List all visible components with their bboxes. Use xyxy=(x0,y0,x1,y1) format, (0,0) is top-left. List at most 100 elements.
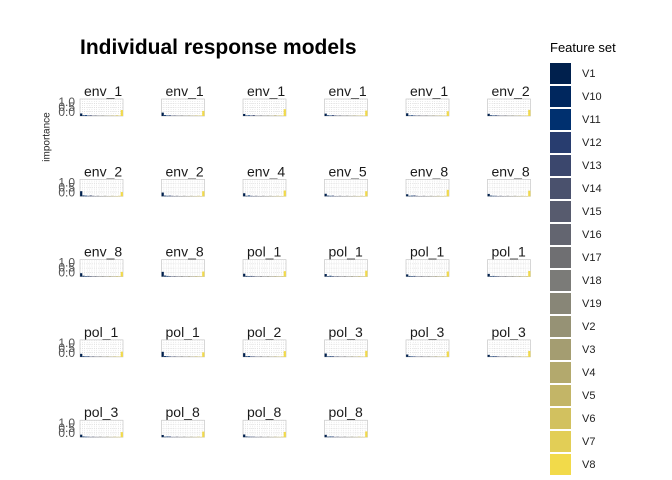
bar xyxy=(168,436,171,438)
bar xyxy=(437,195,440,197)
facet-panel: env_1 1.00.50.0 xyxy=(58,83,124,119)
bar xyxy=(202,191,205,197)
bar xyxy=(360,115,363,116)
chart-title: Individual response models xyxy=(80,36,357,59)
bar xyxy=(166,115,169,116)
legend-swatch xyxy=(550,293,571,314)
bar xyxy=(358,436,361,438)
bar xyxy=(406,194,409,197)
bar xyxy=(525,276,529,277)
legend-swatch xyxy=(550,201,571,222)
y-tick-label: 1.0 xyxy=(58,175,75,189)
bar xyxy=(406,113,409,116)
facet-strip-label: env_8 xyxy=(410,163,448,179)
bar xyxy=(518,356,521,357)
facet-strip-label: env_4 xyxy=(247,163,285,179)
bar xyxy=(80,113,83,116)
bar xyxy=(161,192,164,197)
facet-panel: pol_2 xyxy=(242,324,287,358)
bar xyxy=(338,195,342,197)
bar xyxy=(434,356,437,357)
facet-panel: pol_1 xyxy=(242,244,287,277)
facet-strip-label: pol_1 xyxy=(166,324,200,340)
bar xyxy=(489,276,493,277)
legend-label: V19 xyxy=(582,297,602,310)
legend-item: V14 xyxy=(550,177,672,200)
bar xyxy=(161,112,164,116)
bar xyxy=(353,195,356,197)
facet-panel: env_2 1.00.50.0 xyxy=(58,163,124,199)
bar xyxy=(247,356,251,357)
bar xyxy=(499,195,502,197)
bar xyxy=(283,431,286,438)
bar xyxy=(187,356,191,357)
bar xyxy=(183,195,186,197)
bar xyxy=(108,276,111,277)
bar xyxy=(120,351,123,357)
bar xyxy=(180,356,183,357)
bar xyxy=(190,195,193,197)
bar xyxy=(252,276,255,277)
bar xyxy=(518,276,521,277)
bar xyxy=(106,436,109,438)
bar xyxy=(329,195,332,197)
bar xyxy=(324,353,327,357)
bar xyxy=(420,276,423,277)
bar xyxy=(420,356,423,357)
bar xyxy=(89,276,92,277)
y-tick-label: 0.0 xyxy=(58,185,75,199)
bar xyxy=(427,276,430,277)
bar xyxy=(324,193,327,197)
facet-panel: env_2 xyxy=(161,163,205,197)
y-tick-label: 1.0 xyxy=(58,336,75,350)
facet-strip-label: env_1 xyxy=(329,83,367,99)
legend-label: V3 xyxy=(582,343,596,356)
facet-strip-label: env_5 xyxy=(329,163,367,179)
bar xyxy=(494,115,497,116)
bar xyxy=(82,195,85,197)
bar xyxy=(82,115,85,116)
bar xyxy=(408,356,411,357)
bar xyxy=(446,189,449,197)
bar xyxy=(497,356,500,357)
bar xyxy=(283,109,286,116)
bar xyxy=(168,356,171,357)
bar xyxy=(80,273,83,277)
bar xyxy=(343,276,346,277)
facet-strip-label: pol_3 xyxy=(329,324,363,340)
legend-swatch xyxy=(550,431,571,452)
bar xyxy=(528,109,531,116)
bar xyxy=(82,356,85,357)
bar xyxy=(492,275,495,277)
bar xyxy=(171,195,174,197)
facet-panel: pol_8 xyxy=(161,404,205,438)
y-tick-label: 1.0 xyxy=(58,416,75,430)
bar xyxy=(92,356,95,357)
bar xyxy=(94,115,97,116)
y-tick-label: 0.0 xyxy=(58,426,75,440)
bar xyxy=(166,436,169,438)
bar xyxy=(350,436,354,438)
bar xyxy=(365,350,368,357)
bar xyxy=(358,276,361,277)
bar xyxy=(365,431,368,438)
bar xyxy=(87,195,90,197)
bar xyxy=(103,195,107,197)
legend-item: V18 xyxy=(550,269,672,292)
bar xyxy=(324,113,327,116)
bar xyxy=(163,195,167,197)
bar xyxy=(161,271,164,277)
legend-label: V10 xyxy=(582,90,602,103)
bar xyxy=(266,276,270,277)
bar xyxy=(511,115,514,116)
y-tick-label: 0.5 xyxy=(58,261,75,275)
bar xyxy=(329,356,332,357)
bar xyxy=(245,115,248,116)
facet-strip-label: env_2 xyxy=(492,83,530,99)
y-tick-label: 1.0 xyxy=(58,95,75,109)
bar xyxy=(87,275,90,277)
bar xyxy=(441,356,445,357)
bar xyxy=(410,115,414,116)
bar xyxy=(115,276,119,277)
bar xyxy=(87,115,90,116)
